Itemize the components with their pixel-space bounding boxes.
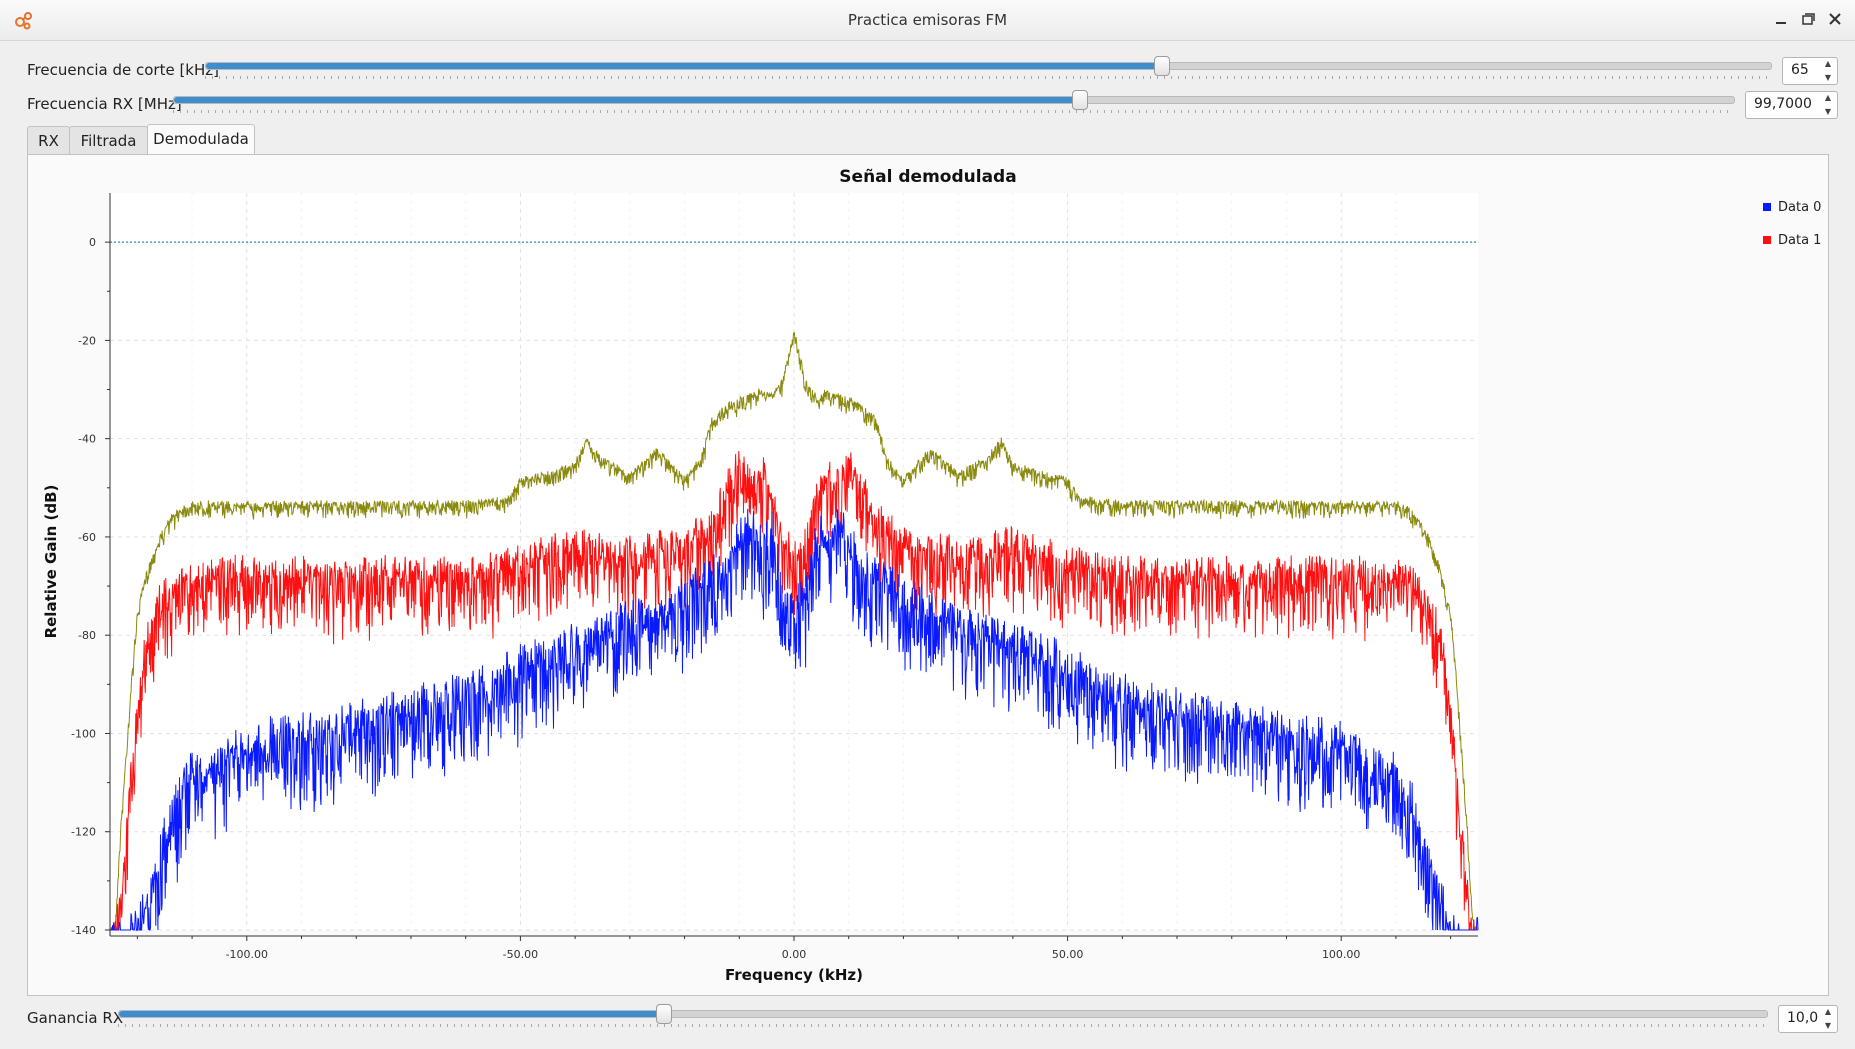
spin-up-icon[interactable]: ▲	[1824, 59, 1832, 68]
x-tick-label: -50.00	[503, 948, 538, 961]
x-tick-label: 100.00	[1322, 948, 1361, 961]
cutoff-label: Frecuencia de corte [kHz]	[27, 61, 219, 79]
gain-value: 10,0	[1787, 1010, 1819, 1026]
rx-frequency-slider-ticks	[173, 110, 1733, 113]
series-line-2	[109, 332, 1478, 931]
chart-title: Señal demodulada	[839, 167, 1017, 187]
y-tick-label: -120	[71, 826, 96, 839]
tab-filtrada[interactable]: Filtrada	[69, 126, 148, 155]
legend-swatch	[1763, 203, 1771, 211]
legend-swatch	[1763, 236, 1771, 244]
rx-frequency-spinbox[interactable]: 99,7000 ▲ ▼	[1745, 91, 1838, 119]
cutoff-slider-ticks	[205, 76, 1770, 79]
y-tick-label: -140	[71, 924, 96, 937]
window-title: Practica emisoras FM	[847, 11, 1008, 29]
legend-label[interactable]: Data 0	[1778, 200, 1821, 215]
rx-frequency-slider[interactable]	[173, 90, 1735, 110]
gain-slider-fill	[119, 1011, 663, 1017]
series-line-1	[110, 450, 1478, 931]
y-tick-label: -100	[71, 727, 96, 740]
y-tick-label: -20	[78, 334, 96, 347]
y-tick-label: 0	[89, 236, 96, 249]
cutoff-slider[interactable]	[205, 56, 1772, 76]
cutoff-spinbox[interactable]: 65 ▲ ▼	[1782, 57, 1838, 85]
tab-demodulada[interactable]: Demodulada	[147, 124, 255, 156]
legend-label[interactable]: Data 1	[1778, 233, 1821, 248]
y-tick-label: -80	[78, 629, 96, 642]
close-icon[interactable]	[1824, 8, 1846, 30]
spin-down-icon[interactable]: ▼	[1824, 73, 1832, 82]
cutoff-value: 65	[1791, 62, 1809, 78]
x-tick-label: 0.00	[782, 948, 807, 961]
rx-frequency-label: Frecuencia RX [MHz]	[27, 95, 182, 113]
gain-slider[interactable]	[118, 1004, 1768, 1024]
app-icon	[15, 12, 32, 30]
gain-label: Ganancia RX	[27, 1009, 124, 1027]
gain-slider-handle[interactable]	[655, 1004, 672, 1024]
cutoff-slider-handle[interactable]	[1153, 56, 1170, 76]
spin-up-icon[interactable]: ▲	[1824, 93, 1832, 102]
x-tick-label: 50.00	[1052, 948, 1084, 961]
spectrum-chart[interactable]: 0 -20 -40 -60 -80 -100 -120 -140 -100.00 -50.00 0.…	[28, 155, 1828, 995]
gain-spinbox[interactable]: 10,0 ▲ ▼	[1778, 1005, 1838, 1033]
x-axis-label: Frequency (kHz)	[725, 966, 863, 984]
x-tick-label: -100.00	[226, 948, 268, 961]
title-bar: Practica emisoras FM	[0, 0, 1855, 41]
spin-up-icon[interactable]: ▲	[1824, 1007, 1832, 1016]
spin-down-icon[interactable]: ▼	[1824, 107, 1832, 116]
minimize-icon[interactable]	[1770, 8, 1792, 30]
rx-frequency-slider-handle[interactable]	[1071, 90, 1088, 110]
rx-frequency-slider-fill	[174, 97, 1079, 103]
y-axis-label: Relative Gain (dB)	[42, 485, 60, 639]
y-tick-label: -60	[78, 531, 96, 544]
tab-rx[interactable]: RX	[27, 126, 70, 155]
series-line-0	[110, 507, 1479, 932]
maximize-icon[interactable]	[1797, 8, 1819, 30]
spin-down-icon[interactable]: ▼	[1824, 1021, 1832, 1030]
rx-frequency-value: 99,7000	[1754, 96, 1812, 112]
gain-slider-ticks	[118, 1024, 1766, 1027]
y-tick-label: -40	[78, 433, 96, 446]
cutoff-slider-fill	[206, 63, 1161, 69]
plot-panel: Señal demodulada 0 -20 -40 -60 -80 -100 -120 -1…	[27, 154, 1829, 996]
